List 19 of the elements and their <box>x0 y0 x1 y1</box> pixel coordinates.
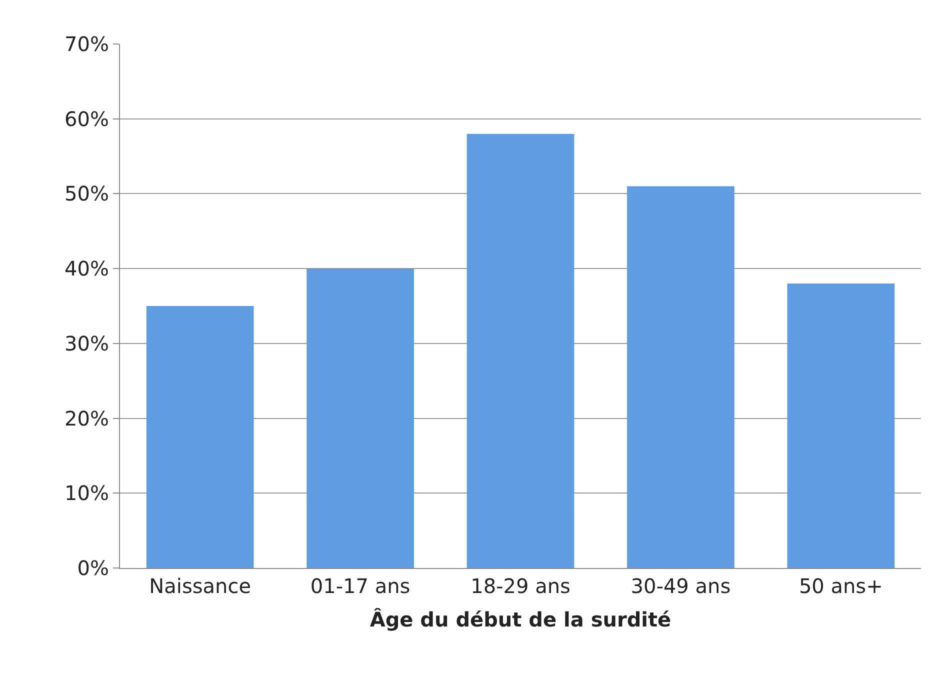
bar <box>306 268 414 568</box>
x-tick-label: 18-29 ans <box>470 574 570 598</box>
x-tick-label: 30-49 ans <box>630 574 731 598</box>
x-tick-label: Naissance <box>149 574 252 598</box>
y-tick-label: 50% <box>64 182 109 206</box>
y-tick-label: 40% <box>64 256 109 281</box>
y-tick-label: 60% <box>64 106 109 131</box>
bar <box>787 284 895 568</box>
y-tick-label: 30% <box>64 331 109 356</box>
x-axis-title: Âge du début de la surdité <box>370 608 672 632</box>
x-tick-label: 50 ans+ <box>798 574 883 598</box>
bar <box>466 134 574 568</box>
y-tick-label: 20% <box>64 406 109 430</box>
y-tick-label: 10% <box>64 481 109 506</box>
y-tick-label: 0% <box>77 556 109 580</box>
bar <box>627 186 734 568</box>
x-tick-label: 01-17 ans <box>310 574 410 598</box>
bar <box>146 306 254 568</box>
y-tick-label: 70% <box>64 32 109 56</box>
